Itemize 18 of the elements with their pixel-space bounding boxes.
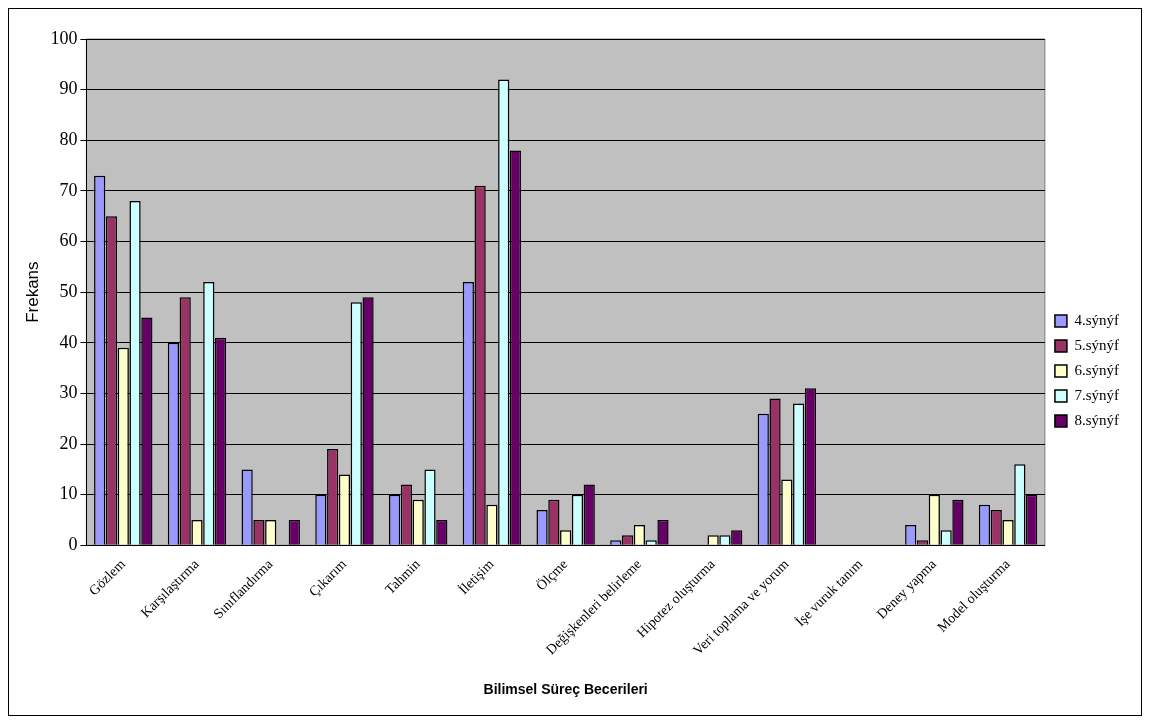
legend-label: 7.sýnýf bbox=[1074, 386, 1120, 403]
y-tick-label: 20 bbox=[59, 432, 78, 453]
x-axis-title: Bilimsel Süreç Becerileri bbox=[483, 681, 648, 698]
y-tick-label: 80 bbox=[59, 129, 78, 149]
y-tick-label: 10 bbox=[59, 483, 78, 504]
legend-label: 5.sýnýf bbox=[1074, 336, 1120, 353]
y-tick-label: 70 bbox=[59, 179, 78, 200]
y-tick-label: 100 bbox=[50, 27, 78, 48]
legend-label: 4.sýnýf bbox=[1074, 311, 1120, 328]
y-tick-label: 90 bbox=[59, 78, 78, 99]
y-tick-label: 0 bbox=[68, 534, 78, 555]
y-axis-title: Frekans bbox=[22, 261, 42, 323]
legend-label: 6.sýnýf bbox=[1074, 361, 1120, 378]
y-tick-label: 30 bbox=[59, 382, 78, 403]
y-tick-label: 40 bbox=[59, 331, 78, 352]
legend-label: 8.sýnýf bbox=[1074, 411, 1120, 428]
y-tick-label: 60 bbox=[59, 230, 78, 251]
y-tick-label: 50 bbox=[59, 280, 78, 301]
